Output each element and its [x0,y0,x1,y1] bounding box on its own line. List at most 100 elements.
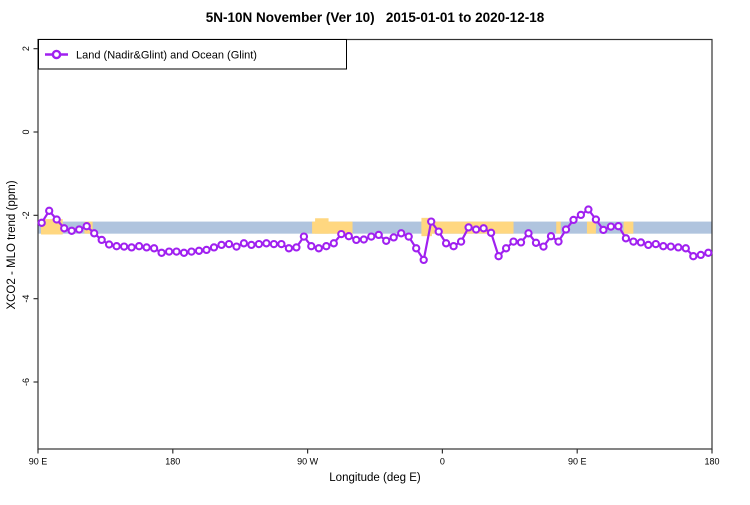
plot-border [37,38,713,450]
axis-ticks: 90 E 180 90 W 0 90 E 180 2 0 -2 -4 -6 [21,46,720,466]
data-point-marker [674,243,683,252]
data-point-marker [449,242,458,251]
data-point-marker [127,243,136,252]
data-point-marker [179,248,189,257]
data-point-marker [82,222,91,231]
data-point-marker [599,225,608,235]
data-point-marker [247,240,256,250]
data-point-marker [299,232,309,241]
legend: Land (Nadir&Glint) and Ocean (Glint) [38,39,347,70]
data-point-marker [262,239,271,248]
land-band-segment [421,217,432,237]
data-point-marker [202,245,211,255]
y-axis-label: XCO2 - MLO trend (ppm) [6,180,18,309]
data-point-marker [554,237,563,246]
data-point-marker [172,247,181,256]
data-point-marker [194,246,204,255]
y-tick-label: -6 [21,378,31,386]
data-point-marker [367,232,376,241]
data-point-marker [494,252,503,261]
data-point-marker [37,218,46,227]
data-point-marker [337,229,346,239]
land-band-segment [556,221,561,234]
data-point-marker [104,240,114,249]
data-point-marker [254,239,264,249]
x-tick-label: 0 [440,457,445,467]
data-point-marker [479,224,488,233]
y-tick-label: -2 [21,211,31,219]
data-point-marker [277,239,286,249]
data-point-marker [464,223,473,232]
data-point-marker [344,232,353,241]
data-point-marker [629,237,638,246]
data-point-marker [382,236,391,245]
data-point-marker [501,244,511,253]
data-point-marker [689,252,698,261]
legend-label: Land (Nadir&Glint) and Ocean (Glint) [76,50,257,62]
data-point-marker [75,225,84,234]
data-point-marker [666,242,675,251]
data-point-marker [239,239,249,248]
data-point-marker [569,215,578,225]
data-point-marker [157,248,166,257]
data-point-marker [209,243,219,252]
data-point-marker [359,235,368,244]
data-point-marker [704,248,713,257]
data-series [37,205,713,265]
data-point-marker [486,228,496,237]
data-point-marker [322,242,331,251]
data-point-marker [284,244,294,253]
data-point-marker [292,243,301,252]
data-point-marker [164,247,174,256]
data-point-marker [584,205,593,214]
data-point-marker [329,239,338,248]
x-tick-label: 180 [165,457,180,467]
data-point-marker [546,232,556,241]
ocean-band-segment [38,221,712,234]
data-point-marker [90,229,99,238]
land-band-segment [623,221,634,234]
data-point-marker [636,238,646,247]
data-point-marker [539,242,548,251]
land-band-segment [315,218,329,234]
data-point-marker [232,242,241,251]
legend-box [38,39,347,70]
data-point-marker [644,240,653,250]
data-point-marker [60,224,69,233]
data-point-marker [307,242,316,251]
data-point-marker [456,237,466,246]
x-tick-label: 180 [704,457,719,467]
data-point-marker [531,238,541,247]
data-point-marker [681,244,690,253]
data-point-marker [419,255,428,265]
data-point-marker [97,235,106,245]
data-point-marker [412,244,421,253]
data-point-marker [524,229,533,238]
data-point-marker [269,239,279,249]
x-tick-label: 90 E [29,457,48,467]
data-point-marker [119,242,129,251]
data-point-marker [352,235,361,245]
data-point-marker [434,227,443,236]
data-point-marker [509,237,518,246]
data-point-marker [134,242,144,251]
chart-title: 5N-10N November (Ver 10) 2015-01-01 to 2… [206,10,545,25]
y-tick-label: 2 [21,46,31,51]
data-point-marker [471,225,481,234]
data-point-marker [67,226,76,235]
legend-sample-marker-icon [51,49,62,60]
x-tick-label: 90 E [568,457,587,467]
data-point-marker [217,240,226,250]
data-point-marker [374,230,383,240]
data-point-marker [651,239,660,249]
data-point-marker [187,247,196,256]
data-point-marker [561,225,571,234]
x-tick-label: 90 W [297,457,319,467]
x-axis-label: Longitude (deg E) [329,472,421,484]
data-point-marker [659,242,668,251]
data-point-marker [591,215,601,224]
data-point-marker [441,239,451,248]
data-point-marker [606,222,616,231]
